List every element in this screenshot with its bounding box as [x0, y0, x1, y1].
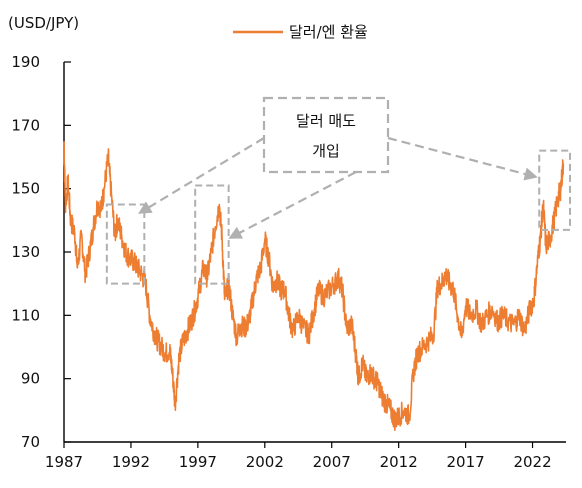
x-tick-label: 2022 [513, 453, 551, 471]
unit-label: (USD/JPY) [8, 14, 79, 32]
y-tick-label: 110 [11, 306, 40, 324]
y-tick-label: 150 [11, 180, 40, 198]
highlight-box-3 [538, 149, 572, 231]
x-tick-label: 2012 [380, 453, 418, 471]
series-line-usd-jpy [63, 141, 565, 431]
legend-label: 달러/엔 환율 [289, 23, 368, 41]
x-tick-label: 1997 [179, 453, 217, 471]
y-tick-label: 130 [11, 243, 40, 261]
annotation-layer: 달러 매도 개입 [105, 96, 572, 285]
callout-arrow-1 [138, 137, 265, 214]
callout-line-1: 달러 매도 [296, 112, 356, 130]
callout-arrow-2 [228, 171, 357, 239]
callout-line-2: 개입 [312, 142, 340, 160]
y-tick-label: 70 [21, 433, 40, 451]
x-tick-label: 1992 [112, 453, 150, 471]
y-tick-label: 90 [21, 370, 40, 388]
x-tick-label: 2017 [447, 453, 485, 471]
highlight-box-1 [105, 203, 146, 285]
x-ticks: 1987 1992 1997 2002 2007 2012 2017 2022 [45, 442, 552, 471]
series-layer [63, 141, 565, 431]
x-tick-label: 2007 [313, 453, 351, 471]
y-ticks: 70 90 110 130 150 170 190 [11, 53, 71, 451]
x-tick-label: 1987 [45, 453, 83, 471]
y-tick-label: 170 [11, 116, 40, 134]
callout-box [262, 96, 390, 174]
y-tick-label: 190 [11, 53, 40, 71]
legend: 달러/엔 환율 [233, 23, 368, 41]
callout-arrow-3 [387, 136, 538, 181]
x-tick-label: 2002 [246, 453, 284, 471]
